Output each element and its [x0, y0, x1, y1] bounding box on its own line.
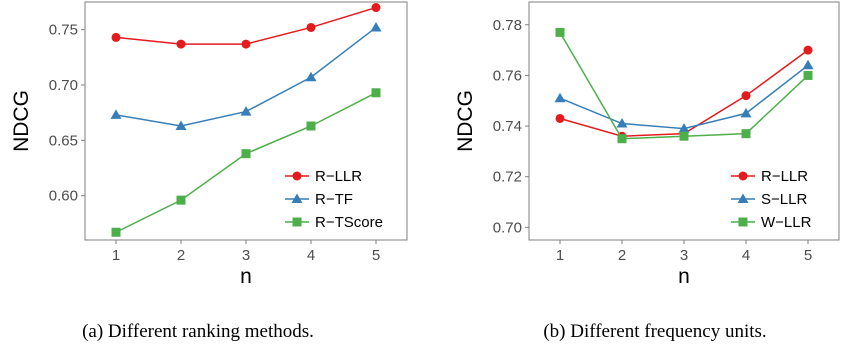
circle-marker-icon [738, 171, 748, 181]
y-tick-label: 0.70 [49, 77, 78, 94]
data-point-circle [555, 113, 565, 123]
data-point-circle [241, 39, 251, 49]
y-tick-label: 0.75 [49, 22, 78, 39]
chart-b-legend-item-1: R−LLR [731, 168, 808, 185]
data-point-square [617, 134, 627, 144]
data-point-circle [371, 3, 381, 13]
chart-a-legend-item-1: R−LLR [285, 168, 362, 185]
data-point-square [555, 27, 565, 37]
chart-b: 0.70 0.72 0.74 0.76 0.78 1 2 3 4 5 n NDCG R−LLR … [454, 1, 840, 342]
y-tick-label: 0.72 [493, 169, 522, 186]
x-tick-label: 2 [177, 247, 185, 264]
chart-b-legend-label-3: W−LLR [761, 214, 812, 231]
y-tick-label: 0.60 [49, 188, 78, 205]
chart-a-legend-label-2: R−TF [315, 191, 353, 208]
chart-b-legend-label-1: R−LLR [761, 168, 808, 185]
data-point-triangle [740, 107, 752, 118]
y-tick-label: 0.76 [493, 67, 522, 84]
chart-b-x-ticks: 1 2 3 4 5 [556, 240, 812, 264]
data-point-square [803, 70, 813, 80]
data-point-triangle [370, 21, 382, 32]
data-point-circle [176, 39, 186, 49]
data-point-square [241, 149, 251, 159]
x-tick-label: 3 [680, 247, 688, 264]
x-tick-label: 3 [242, 247, 250, 264]
data-point-triangle [554, 92, 566, 103]
data-point-triangle [240, 106, 252, 116]
chart-a-series [110, 3, 382, 237]
chart-a-legend: R−LLR R−TF R−TScore [279, 163, 402, 236]
chart-b-y-ticks: 0.70 0.72 0.74 0.76 0.78 [493, 17, 529, 236]
y-tick-label: 0.78 [493, 17, 522, 34]
circle-marker-icon [292, 171, 302, 181]
y-tick-label: 0.70 [493, 219, 522, 236]
x-tick-label: 5 [804, 247, 812, 264]
data-point-square [176, 195, 186, 205]
data-point-circle [306, 22, 316, 32]
x-tick-label: 1 [556, 247, 564, 264]
data-point-triangle [802, 59, 814, 70]
chart-b-legend-item-3: W−LLR [731, 214, 812, 231]
y-tick-label: 0.74 [493, 118, 522, 135]
chart-a-caption: (a) Different ranking methods. [82, 321, 314, 342]
x-tick-label: 2 [618, 247, 626, 264]
data-point-circle [111, 32, 121, 42]
data-point-triangle [110, 109, 122, 119]
data-point-square [371, 88, 381, 98]
data-point-triangle [678, 123, 690, 133]
chart-a-x-ticks: 1 2 3 4 5 [112, 240, 380, 264]
data-point-square [306, 121, 316, 131]
chart-b-legend-label-2: S−LLR [761, 191, 807, 208]
x-tick-label: 5 [372, 247, 380, 264]
triangle-marker-icon [291, 193, 303, 203]
chart-a-x-axis-label: n [240, 265, 252, 288]
x-tick-label: 1 [112, 247, 120, 264]
chart-a: 0.60 0.65 0.70 0.75 1 2 3 4 5 n NDCG R−LLR R−TF… [10, 1, 408, 342]
x-tick-label: 4 [307, 247, 315, 264]
chart-b-x-axis-label: n [678, 265, 690, 288]
data-point-square [741, 129, 751, 139]
y-tick-label: 0.65 [49, 132, 78, 149]
square-marker-icon [738, 217, 748, 227]
square-marker-icon [292, 217, 302, 227]
chart-b-y-axis-label: NDCG [454, 90, 477, 152]
data-point-triangle [305, 71, 317, 82]
triangle-marker-icon [737, 193, 749, 203]
chart-b-caption: (b) Different frequency units. [543, 321, 766, 342]
data-point-triangle [175, 120, 187, 130]
chart-b-legend-item-2: S−LLR [731, 191, 807, 208]
chart-a-legend-label-3: R−TScore [315, 214, 383, 231]
chart-b-series [554, 27, 814, 144]
x-tick-label: 4 [742, 247, 750, 264]
chart-b-legend: R−LLR S−LLR W−LLR [725, 163, 833, 236]
data-point-circle [741, 91, 751, 101]
data-point-circle [803, 45, 813, 55]
data-point-square [679, 131, 689, 141]
chart-a-y-axis-label: NDCG [10, 90, 33, 152]
data-point-square [111, 227, 121, 237]
chart-a-legend-item-3: R−TScore [285, 214, 383, 231]
data-point-triangle [616, 118, 628, 128]
chart-a-legend-label-1: R−LLR [315, 168, 362, 185]
chart-a-legend-item-2: R−TF [285, 191, 353, 208]
chart-a-y-ticks: 0.60 0.65 0.70 0.75 [49, 22, 85, 205]
